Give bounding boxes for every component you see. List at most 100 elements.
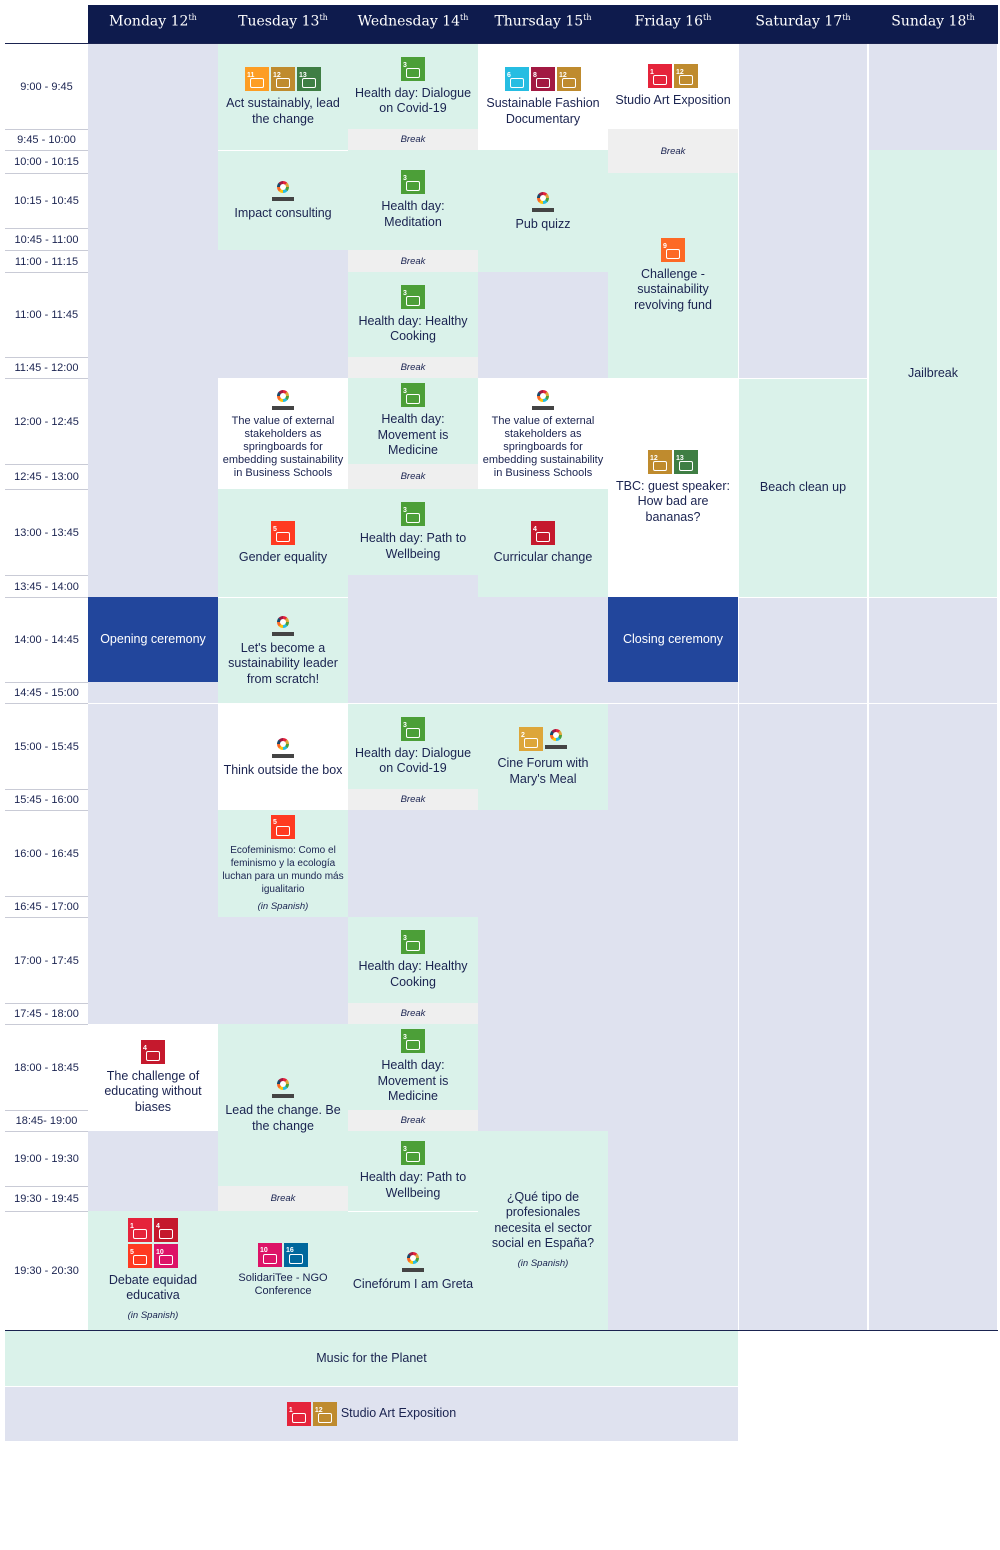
empty-slot bbox=[608, 704, 738, 1330]
sdg-3-icon: 3 bbox=[401, 1141, 425, 1165]
event-title: Opening ceremony bbox=[100, 631, 206, 646]
sdg-3-icon: 3 bbox=[401, 502, 425, 526]
event-que-tipo[interactable]: ¿Qué tipo de profesionales necesita el s… bbox=[478, 1131, 608, 1330]
break-slot: Break bbox=[348, 129, 478, 150]
event-ecofeminismo[interactable]: 5 Ecofeminismo: Como el feminismo y la e… bbox=[218, 810, 348, 917]
event-challenge-fund[interactable]: 9 Challenge - sustainability revolving f… bbox=[608, 173, 738, 378]
empty-slot bbox=[88, 1131, 218, 1211]
sdg-wheel-icon bbox=[272, 736, 294, 758]
sdg-11-icon: 11 bbox=[245, 67, 269, 91]
event-challenge-educating[interactable]: 4 The challenge of educating without bia… bbox=[88, 1024, 218, 1131]
break-slot: Break bbox=[608, 129, 738, 173]
event-lead-change[interactable]: Lead the change. Be the change bbox=[218, 1024, 348, 1186]
time-label: 9:00 - 9:45 bbox=[20, 80, 73, 93]
sdg-icons: 3 bbox=[401, 56, 425, 81]
sdg-icons: 5 bbox=[271, 520, 295, 545]
event-title: The value of external stakeholders as sp… bbox=[482, 414, 604, 479]
sdg-icons: 3 bbox=[401, 930, 425, 954]
sdg-1-icon: 1 bbox=[128, 1217, 152, 1242]
event-studio-art[interactable]: 1 12 Studio Art Exposition bbox=[608, 44, 738, 129]
event-studio-art-week[interactable]: 1 12 Studio Art Exposition bbox=[5, 1387, 738, 1441]
event-title: Ecofeminismo: Como el feminismo y la eco… bbox=[222, 844, 344, 895]
event-health-movement[interactable]: 3 Health day: Movement is Medicine bbox=[348, 378, 478, 464]
empty-slot bbox=[348, 575, 478, 703]
event-health-wellbeing[interactable]: 3 Health day: Path to Wellbeing bbox=[348, 489, 478, 575]
event-external-stakeholders-2[interactable]: The value of external stakeholders as sp… bbox=[478, 378, 608, 489]
event-leader-scratch[interactable]: Let's become a sustainability leader fro… bbox=[218, 597, 348, 703]
event-health-wellbeing-2[interactable]: 3 Health day: Path to Wellbeing bbox=[348, 1131, 478, 1211]
time-label: 18:00 - 18:45 bbox=[5, 1024, 88, 1110]
sdg-wheel-icon bbox=[532, 190, 554, 212]
break-slot: Break bbox=[218, 1186, 348, 1211]
sdg-icons: 3 bbox=[401, 284, 425, 309]
event-title: The challenge of educating without biase… bbox=[104, 1068, 202, 1114]
time-label: 9:45 - 10:00 bbox=[5, 129, 88, 150]
event-title: Studio Art Exposition bbox=[340, 1406, 457, 1421]
event-solidaritee[interactable]: 10 16 SolidariTee - NGO Conference bbox=[218, 1211, 348, 1330]
event-title: Cinefórum I am Greta bbox=[352, 1276, 474, 1291]
event-pub-quiz[interactable]: Pub quizz bbox=[478, 150, 608, 272]
event-title: Debate equidad educativa bbox=[108, 1272, 198, 1303]
event-external-stakeholders[interactable]: The value of external stakeholders as sp… bbox=[218, 378, 348, 489]
break-slot: Break bbox=[348, 1003, 478, 1024]
event-title: Impact consulting bbox=[234, 206, 332, 221]
time-label: 13:00 - 13:45 bbox=[5, 489, 88, 575]
event-impact-consulting[interactable]: Impact consulting bbox=[218, 150, 348, 250]
sdg-icons: 10 16 bbox=[258, 1243, 308, 1267]
sdg-icons: 3 bbox=[401, 502, 425, 526]
sdg-3-icon: 3 bbox=[401, 170, 425, 194]
event-cineforum-greta[interactable]: Cinefórum I am Greta bbox=[348, 1211, 478, 1330]
event-beach-cleanup[interactable]: Beach clean up bbox=[739, 378, 867, 597]
event-tbc-bananas[interactable]: 12 13 TBC: guest speaker: How bad are ba… bbox=[608, 378, 738, 597]
event-health-movement-2[interactable]: 3 Health day: Movement is Medicine bbox=[348, 1024, 478, 1110]
sdg-12-icon: 12 bbox=[557, 67, 581, 91]
sdg-4-icon: 4 bbox=[141, 1039, 165, 1064]
time-label: 19:00 - 19:30 bbox=[5, 1131, 88, 1186]
break-slot: Break bbox=[348, 250, 478, 272]
event-title: Health day: Meditation bbox=[381, 199, 445, 229]
event-health-cooking-2[interactable]: 3 Health day: Healthy Cooking bbox=[348, 917, 478, 1003]
event-health-cooking[interactable]: 3 Health day: Healthy Cooking bbox=[348, 272, 478, 357]
event-think-outside[interactable]: Think outside the box bbox=[218, 704, 348, 810]
sdg-3-icon: 3 bbox=[401, 1029, 425, 1054]
event-fashion-documentary[interactable]: 6 8 12 Sustainable Fashion Documentary bbox=[478, 44, 608, 150]
sdg-10-icon: 10 bbox=[258, 1243, 282, 1267]
sdg-6-icon: 6 bbox=[505, 67, 529, 91]
sdg-wheel-icon bbox=[272, 614, 294, 636]
event-music-planet[interactable]: Music for the Planet bbox=[5, 1331, 738, 1386]
event-health-meditation[interactable]: 3 Health day: Meditation bbox=[348, 150, 478, 250]
time-label: 14:45 - 15:00 bbox=[5, 682, 88, 703]
empty-slot bbox=[218, 917, 348, 1024]
sdg-icons: 12 13 bbox=[648, 449, 698, 474]
time-label: 10:00 - 10:15 bbox=[5, 150, 88, 173]
sdg-icons: 1 12 bbox=[286, 1402, 337, 1426]
sdg-wheel-icon bbox=[272, 1076, 294, 1098]
event-health-covid-2[interactable]: 3 Health day: Dialogue on Covid-19 bbox=[348, 704, 478, 789]
sdg-13-icon: 13 bbox=[297, 67, 321, 91]
empty-slot bbox=[869, 44, 997, 150]
empty-slot bbox=[869, 598, 997, 703]
empty-slot bbox=[869, 704, 997, 1330]
time-label: 16:00 - 16:45 bbox=[5, 810, 88, 896]
event-opening-ceremony[interactable]: Opening ceremony bbox=[88, 597, 218, 682]
event-gender-equality[interactable]: 5 Gender equality bbox=[218, 489, 348, 597]
break-slot: Break bbox=[348, 789, 478, 810]
sdg-12-icon: 12 bbox=[312, 1402, 337, 1426]
event-cine-forum-marys[interactable]: 2 Cine Forum with Mary's Meal bbox=[478, 704, 608, 810]
event-title: Health day: Movement is Medicine bbox=[377, 412, 449, 458]
time-label: 16:45 - 17:00 bbox=[5, 896, 88, 917]
event-jailbreak[interactable]: Jailbreak bbox=[869, 150, 997, 597]
event-act-sustainably[interactable]: 11 12 13 Act sustainably, lead the chang… bbox=[218, 44, 348, 150]
empty-slot bbox=[218, 250, 348, 378]
event-health-covid[interactable]: 3 Health day: Dialogue on Covid-19 bbox=[348, 44, 478, 129]
language-note: (in Spanish) bbox=[517, 1257, 569, 1269]
empty-slot bbox=[88, 682, 218, 703]
day-header-thursday: Thursday 15th bbox=[478, 5, 608, 44]
day-header-wednesday: Wednesday 14th bbox=[348, 5, 478, 44]
sdg-5-icon: 5 bbox=[271, 520, 295, 545]
break-slot: Break bbox=[348, 1110, 478, 1131]
event-curricular-change[interactable]: 4 Curricular change bbox=[478, 489, 608, 597]
event-title: Music for the Planet bbox=[316, 1350, 427, 1365]
event-closing-ceremony[interactable]: Closing ceremony bbox=[608, 597, 738, 682]
event-debate-equidad[interactable]: 1 4 5 10 Debate equidad educativa (in Sp… bbox=[88, 1211, 218, 1330]
